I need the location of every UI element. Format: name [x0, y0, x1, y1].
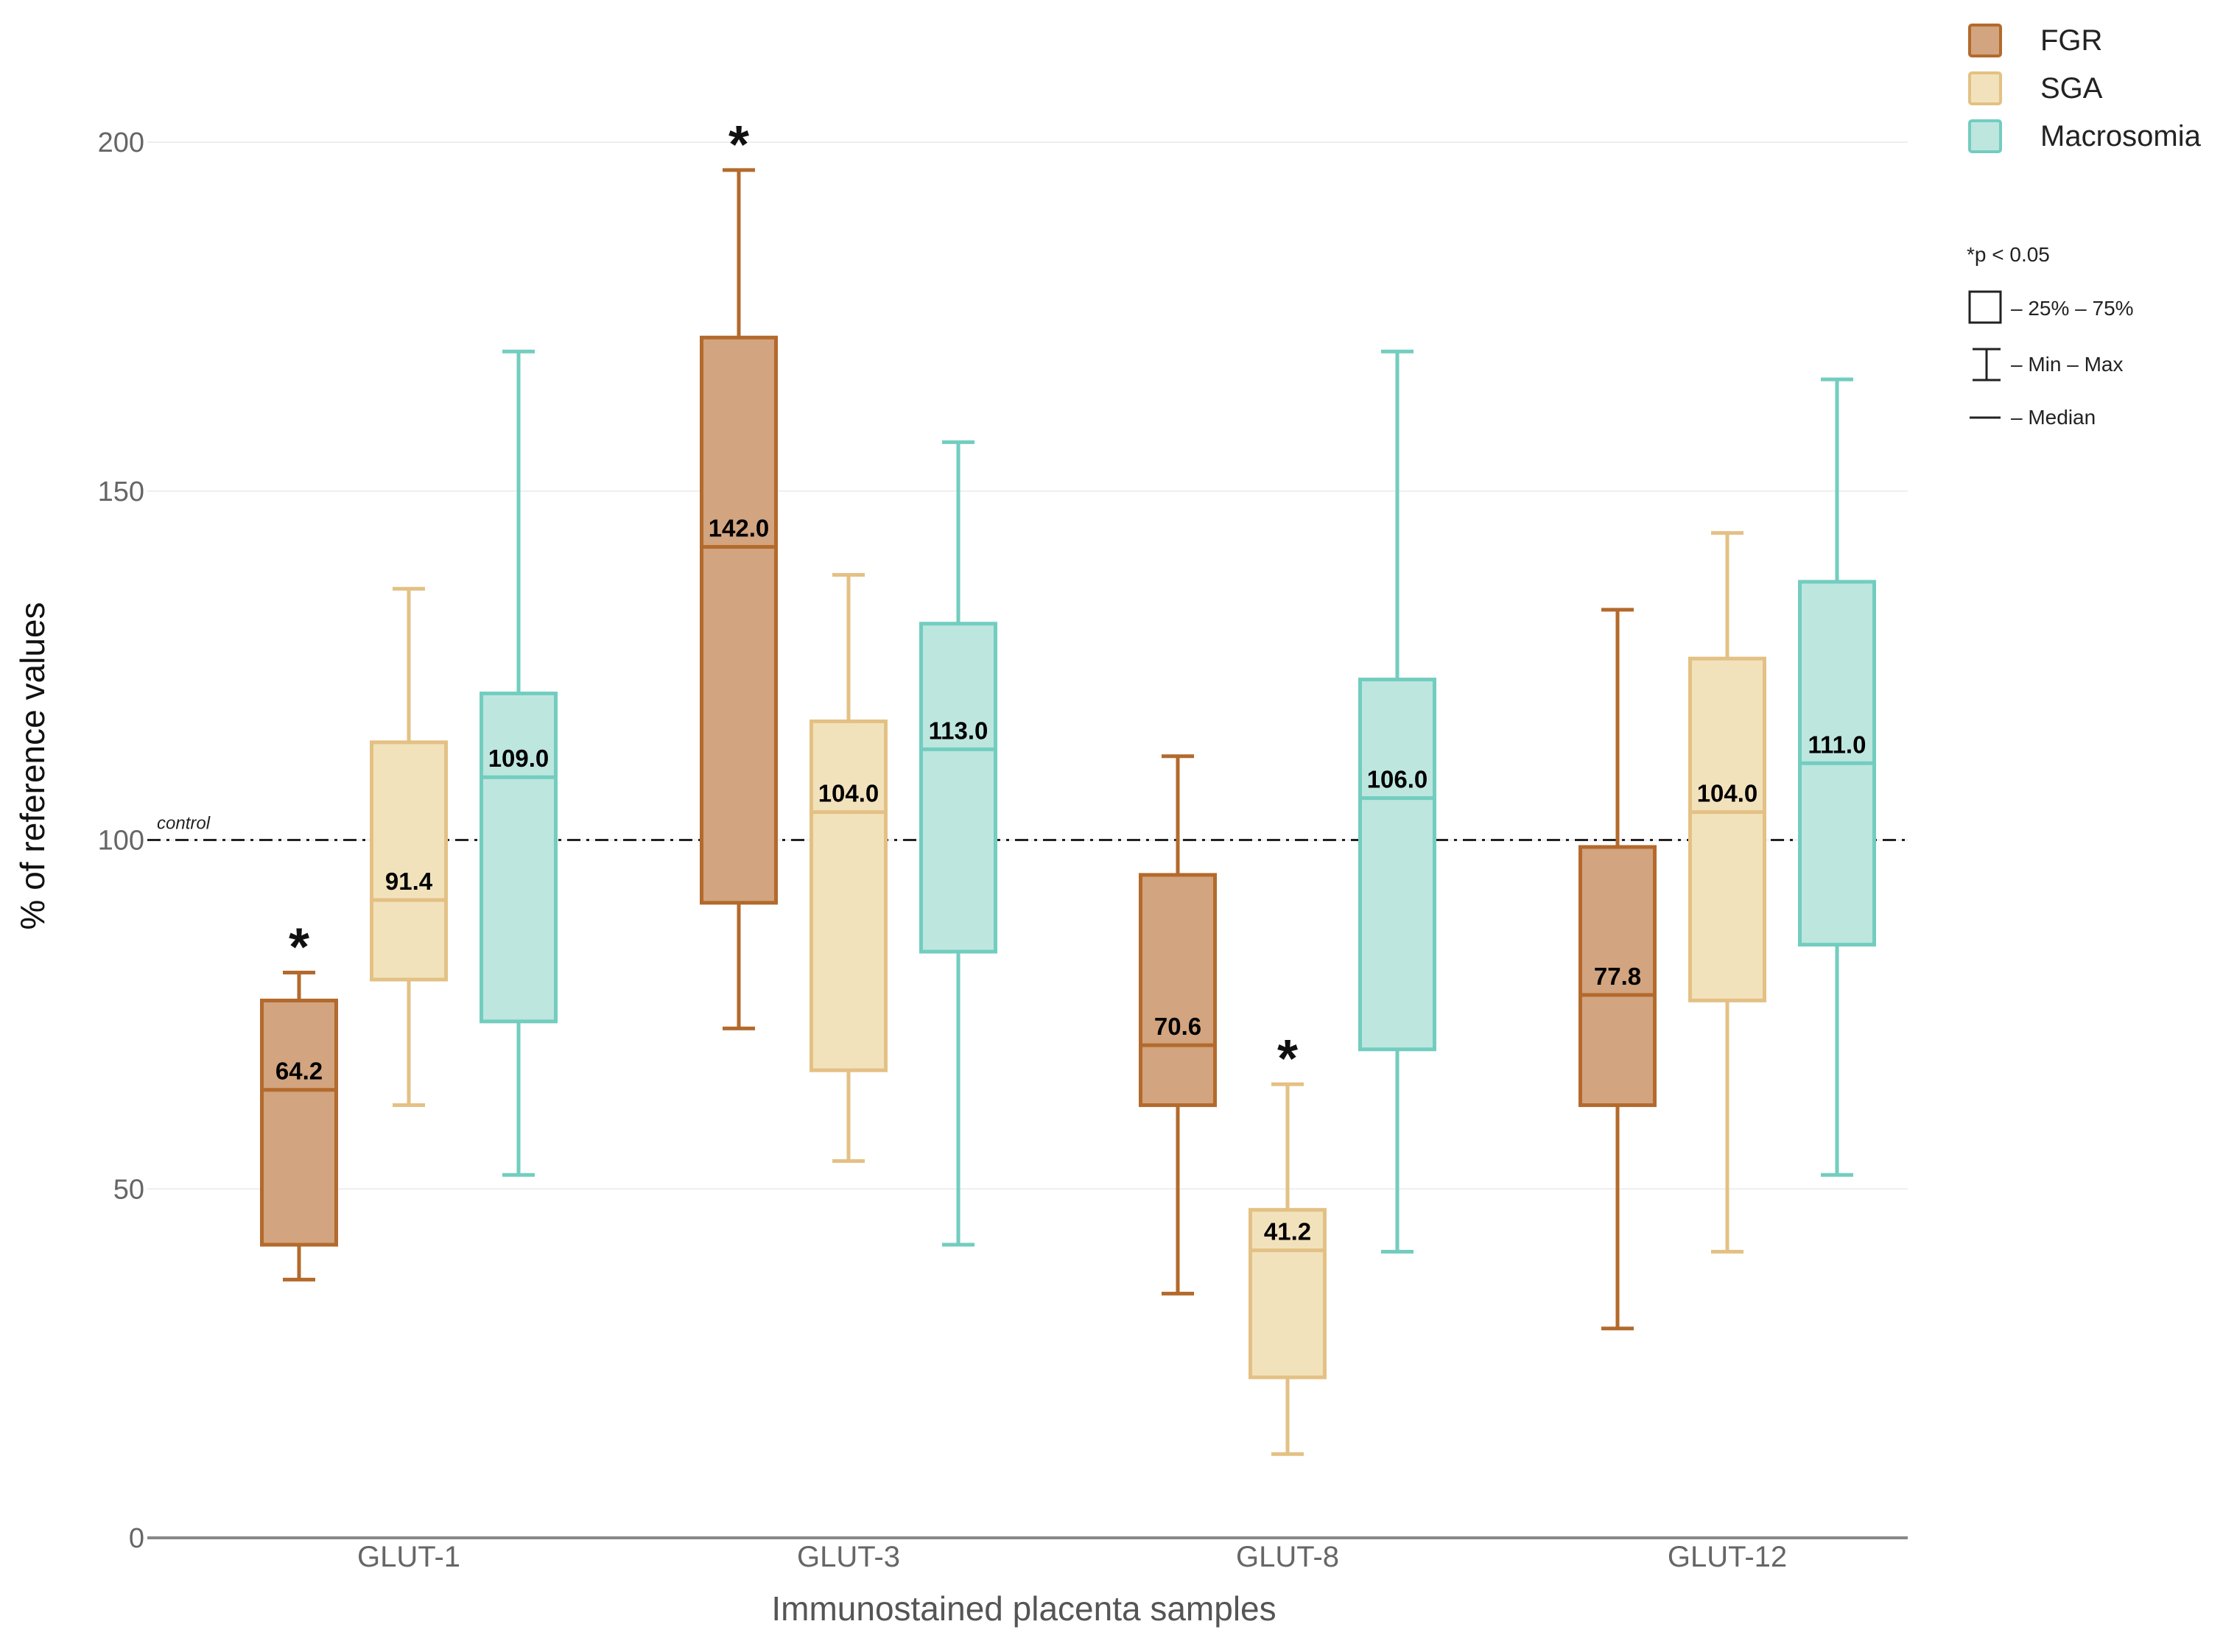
y-tick-label-200: 200 — [98, 127, 144, 158]
median-label: 77.8 — [1594, 963, 1641, 990]
x-tick-label-glut-3: GLUT-3 — [797, 1541, 900, 1573]
iqr-box — [810, 719, 888, 1072]
iqr-box — [480, 692, 558, 1024]
x-tick-label-glut-12: GLUT-12 — [1668, 1541, 1787, 1573]
legend-swatch-macrosomia — [1968, 119, 2002, 153]
y-tick-label-0: 0 — [129, 1523, 144, 1554]
iqr-box — [919, 622, 997, 954]
median-label: 104.0 — [1697, 780, 1758, 807]
iqr-box — [260, 998, 338, 1247]
iqr-box — [1249, 1208, 1327, 1379]
legend-swatch-fgr — [1968, 24, 2002, 57]
median-label: 91.4 — [385, 868, 433, 895]
iqr-box — [370, 740, 448, 982]
median-label: 113.0 — [929, 717, 988, 744]
axes: GLUT-1 GLUT-3 GLUT-8 GLUT-12 — [147, 1536, 1908, 1573]
box-macrosomia-glut-12: 111.0 — [1798, 377, 1876, 1177]
key-median-label: – Median — [2011, 406, 2096, 429]
median-label: 111.0 — [1808, 731, 1866, 758]
box-fgr-glut-1: 64.2 * — [260, 918, 338, 1282]
legend: FGR SGA Macrosomia — [1968, 24, 2202, 153]
y-tick-label-50: 50 — [113, 1174, 144, 1205]
median-label: 106.0 — [1367, 766, 1428, 793]
box-series: 64.2 * 142.0 * 70.6 77.8 91.4 104.0 41.2 * 104.0 10… — [260, 116, 1876, 1456]
iqr-box — [1358, 678, 1436, 1052]
key-box-label: – 25% – 75% — [2011, 297, 2134, 320]
iqr-box — [1578, 845, 1657, 1108]
y-axis-title: % of reference values — [13, 602, 52, 930]
y-tick-label-100: 100 — [98, 826, 144, 857]
box-sga-glut-3: 104.0 — [810, 572, 888, 1163]
median-label: 70.6 — [1154, 1013, 1201, 1040]
significance-star: * — [1277, 1030, 1298, 1089]
iqr-box — [1688, 656, 1766, 1002]
legend-swatch-sga — [1968, 71, 2002, 105]
legend-label-sga: SGA — [2040, 72, 2103, 105]
legend-label-fgr: FGR — [2040, 24, 2102, 57]
median-label: 64.2 — [275, 1058, 323, 1085]
statistics-key: *p < 0.05 – 25% – 75% – Min – Max – Medi… — [1967, 243, 2134, 429]
median-label: 104.0 — [818, 780, 879, 807]
key-whisker-label: – Min – Max — [2011, 353, 2124, 376]
iqr-box — [1139, 873, 1217, 1108]
median-label: 109.0 — [488, 745, 549, 772]
box-fgr-glut-3: 142.0 * — [700, 116, 778, 1030]
significance-star: * — [289, 918, 309, 977]
box-fgr-glut-12: 77.8 — [1578, 608, 1657, 1331]
box-macrosomia-glut-3: 113.0 — [919, 440, 997, 1247]
key-whisker-icon — [1973, 348, 2001, 382]
box-macrosomia-glut-8: 106.0 — [1358, 349, 1436, 1254]
x-tick-label-glut-8: GLUT-8 — [1236, 1541, 1339, 1573]
median-label: 41.2 — [1264, 1218, 1311, 1245]
median-label: 142.0 — [709, 515, 770, 542]
x-tick-label-glut-1: GLUT-1 — [357, 1541, 460, 1573]
box-sga-glut-1: 91.4 — [370, 586, 448, 1108]
legend-label-macrosomia: Macrosomia — [2040, 120, 2202, 152]
gridlines: 0 50 100 150 200 — [98, 127, 1908, 1554]
x-axis-title: Immunostained placenta samples — [771, 1589, 1276, 1628]
box-macrosomia-glut-1: 109.0 — [480, 349, 558, 1177]
key-box-icon — [1968, 290, 2002, 324]
iqr-box — [700, 335, 778, 905]
box-sga-glut-8: 41.2 * — [1249, 1030, 1327, 1456]
key-significance: *p < 0.05 — [1967, 243, 2050, 266]
box-fgr-glut-8: 70.6 — [1139, 754, 1217, 1296]
control-label: control — [157, 814, 211, 834]
control-reference-line: control — [147, 814, 1908, 841]
significance-star: * — [728, 116, 749, 175]
box-sga-glut-12: 104.0 — [1688, 531, 1766, 1254]
y-tick-label-150: 150 — [98, 477, 144, 507]
